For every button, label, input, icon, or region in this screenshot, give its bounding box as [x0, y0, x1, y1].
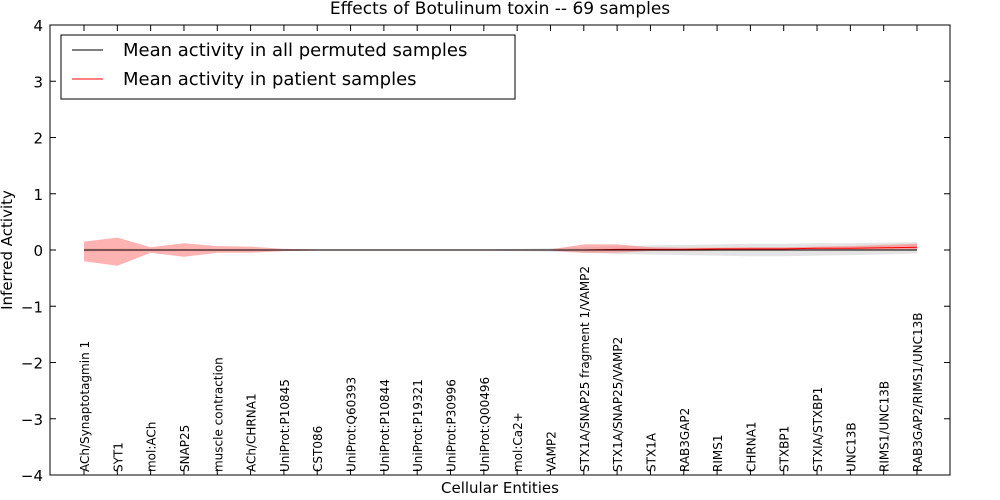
band-series-2: [84, 237, 917, 266]
y-tick-label: 0: [33, 242, 43, 260]
x-tick-label: UniProt:Q60393: [345, 377, 359, 472]
legend-label: Mean activity in patient samples: [123, 69, 417, 90]
x-tick-label: ACh/CHRNA1: [245, 393, 259, 472]
x-tick-label: mol:ACh: [145, 422, 159, 472]
x-tick-label: CST086: [311, 426, 325, 472]
chart-title: Effects of Botulinum toxin -- 69 samples: [330, 0, 670, 19]
x-tick-label: STX1A/SNAP25/VAMP2: [611, 337, 625, 472]
x-tick-label: UniProt:P30996: [445, 379, 459, 472]
legend-box: [60, 34, 516, 100]
y-axis-label: Inferred Activity: [0, 190, 16, 310]
y-tick-label: −2: [21, 355, 43, 373]
x-tick-label: RAB3GAP2/RIMS1/UNC13B: [911, 312, 925, 472]
y-tick-label: 3: [33, 73, 43, 91]
x-tick-label: UNC13B: [844, 422, 858, 472]
y-axis-ticks: 4 3 2 1 0 −1 −2 −3 −4: [21, 17, 950, 485]
y-tick-label: −4: [21, 467, 43, 485]
x-tick-label: UniProt:Q00496: [478, 377, 492, 472]
x-tick-label: STXBP1: [778, 426, 792, 472]
y-tick-label: 2: [33, 130, 43, 148]
band-series-1: [84, 242, 917, 257]
legend: Mean activity in all permuted samples Mea…: [60, 34, 516, 100]
x-tick-label: SYT1: [111, 442, 125, 472]
x-tick-label: STX1A/SNAP25 fragment 1/VAMP2: [578, 266, 592, 472]
y-tick-label: −1: [21, 298, 43, 316]
x-tick-label: ACh/Synaptotagmin 1: [78, 341, 92, 472]
x-tick-label: RAB3GAP2: [678, 408, 692, 472]
y-tick-label: 1: [33, 186, 43, 204]
x-tick-label: STXIA/STXBP1: [811, 387, 825, 472]
x-tick-label: UniProt:P10844: [378, 379, 392, 472]
y-tick-label: 4: [33, 17, 43, 35]
series-lines: [84, 246, 918, 251]
x-tick-label: VAMP2: [544, 431, 558, 472]
x-axis-label: Cellular Entities: [441, 479, 559, 497]
x-tick-label: mol:Ca2+: [511, 412, 525, 472]
x-tick-label: RIMS1: [711, 435, 725, 472]
x-tick-label: muscle contraction: [211, 357, 225, 472]
x-tick-label: CHRNA1: [744, 421, 758, 472]
x-tick-label: SNAP25: [178, 425, 192, 472]
x-tick-label: UniProt:P10845: [278, 379, 292, 472]
x-tick-label: UniProt:P19321: [411, 379, 425, 472]
x-tick-label: STX1A: [644, 432, 658, 472]
x-axis-ticks: ACh/Synaptotagmin 1 SYT1 mol:ACh SNAP25 musc…: [78, 25, 925, 475]
x-tick-label: RIMS1/UNC13B: [878, 381, 892, 472]
legend-label: Mean activity in all permuted samples: [123, 40, 467, 61]
confidence-bands: [84, 237, 917, 266]
y-tick-label: −3: [21, 411, 43, 429]
